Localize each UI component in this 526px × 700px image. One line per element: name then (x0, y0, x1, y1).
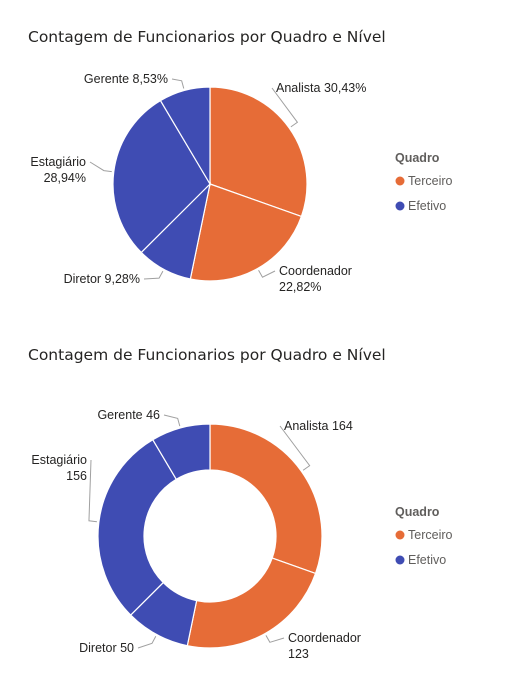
data-label: Analista 164 (284, 419, 353, 433)
legend-title: Quadro (395, 151, 440, 165)
leader-line (88, 459, 97, 523)
slice-estagirio[interactable] (97, 438, 178, 616)
slice-estagirio[interactable] (112, 99, 211, 254)
legend-marker-efetivo (395, 201, 405, 211)
slice-coordenador[interactable] (186, 557, 317, 649)
data-label: Diretor 9,28% (64, 272, 140, 286)
slice-gerente[interactable] (159, 86, 211, 187)
data-label: Estagiário 156 (31, 453, 87, 483)
legend-item-terceiro[interactable]: Terceiro (408, 174, 453, 188)
data-label: Analista 30,43% (276, 81, 366, 95)
data-label: Gerente 46 (97, 408, 160, 422)
leader-line (258, 270, 276, 278)
leader-line (265, 635, 285, 643)
legend-title: Quadro (395, 505, 440, 519)
data-label: Coordenador 123 (288, 631, 361, 661)
chart-1-title: Contagem de Funcionarios por Quadro e Ní… (28, 28, 386, 46)
leader-line (143, 270, 164, 280)
chart-2-title: Contagem de Funcionarios por Quadro e Ní… (28, 346, 386, 364)
data-label: Estagiário 28,94% (30, 155, 86, 185)
legend-marker-terceiro (395, 530, 405, 540)
legend: Quadro Terceiro Efetivo (395, 505, 453, 567)
legend-item-terceiro[interactable]: Terceiro (408, 528, 453, 542)
leader-line (171, 78, 185, 89)
leader-line (163, 414, 181, 427)
legend-marker-terceiro (395, 176, 405, 186)
slice-analista[interactable] (209, 423, 323, 575)
leader-line (271, 87, 299, 128)
leader-line (279, 425, 311, 471)
slice-gerente[interactable] (151, 423, 211, 481)
data-label: Coordenador 22,82% (279, 264, 352, 294)
legend-item-efetivo[interactable]: Efetivo (408, 553, 446, 567)
slice-coordenador[interactable] (189, 183, 303, 282)
leader-line (137, 636, 157, 649)
pie-chart[interactable]: Analista 30,43% Coordenador 22,82% Diretor … (0, 40, 526, 340)
legend: Quadro Terceiro Efetivo (395, 151, 453, 213)
data-label: Diretor 50 (79, 641, 134, 655)
legend-marker-efetivo (395, 555, 405, 565)
legend-item-efetivo[interactable]: Efetivo (408, 199, 446, 213)
leader-line (89, 161, 112, 173)
data-label: Gerente 8,53% (84, 72, 168, 86)
donut-chart[interactable]: Analista 164 Coordenador 123 Diretor 50 Esta… (0, 360, 526, 700)
slice-analista[interactable] (209, 86, 308, 218)
